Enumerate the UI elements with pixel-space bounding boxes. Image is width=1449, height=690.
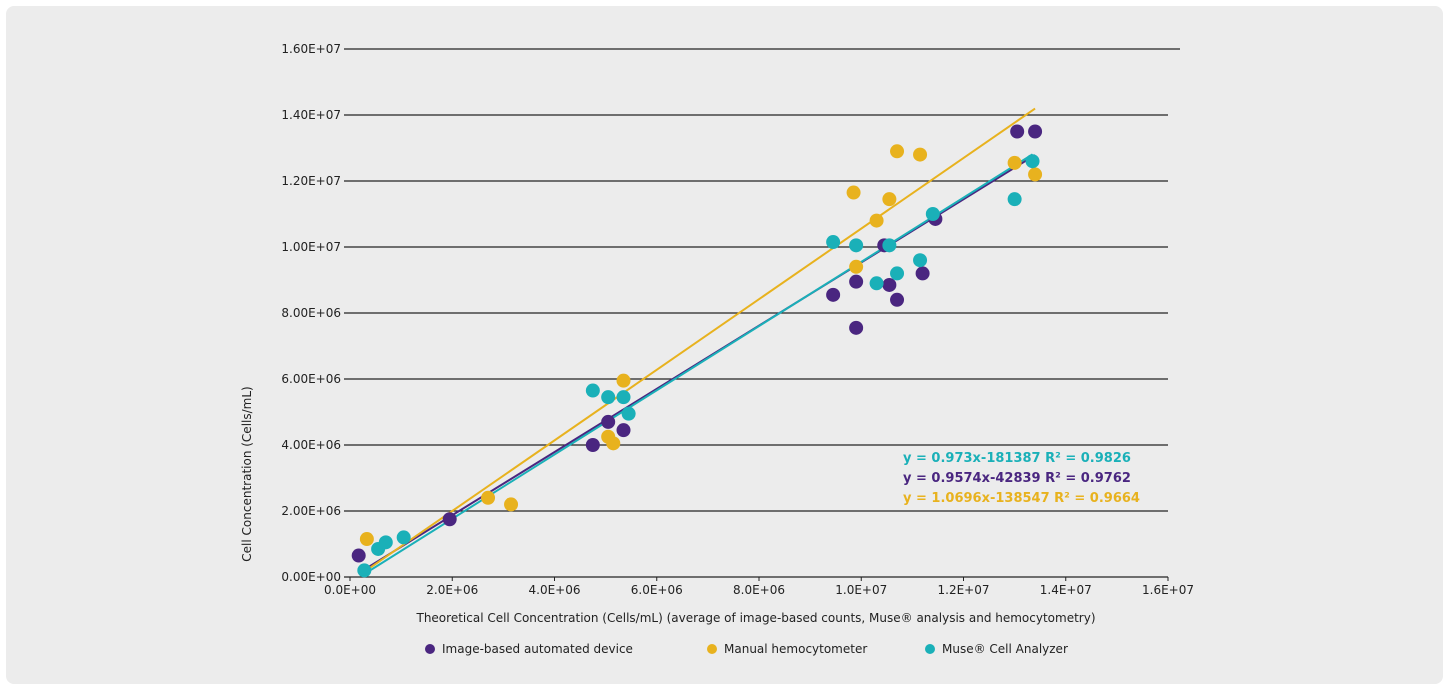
y-tick-label: 1.00E+07: [281, 240, 341, 254]
data-point: [601, 414, 616, 429]
data-point: [849, 274, 864, 289]
data-point: [606, 436, 621, 451]
data-point: [890, 292, 905, 307]
y-tick-label: 6.00E+06: [281, 372, 341, 386]
gridlines: [344, 48, 1180, 578]
data-point: [826, 235, 841, 250]
trend-equation: y = 0.9574x-42839 R² = 0.9762: [903, 471, 1131, 486]
data-point: [826, 287, 841, 302]
y-tick-label: 4.00E+06: [281, 438, 341, 452]
data-point: [616, 373, 631, 388]
data-point: [357, 563, 372, 578]
x-axis-ticks: 0.0E+00 2.0E+06 4.0E+06 6.0E+06 8.0E+06 1.0E+…: [324, 577, 1194, 597]
data-point: [1007, 155, 1022, 170]
data-point: [882, 192, 897, 207]
data-point: [925, 207, 940, 221]
x-tick-label: 2.0E+06: [426, 583, 478, 597]
legend-marker: [925, 644, 935, 654]
trendlines: [358, 107, 1036, 575]
data-point: [396, 530, 411, 545]
y-tick-label: 8.00E+06: [281, 306, 341, 320]
trend-equations: y = 0.973x-181387 R² = 0.9826 y = 0.9574x…: [903, 451, 1140, 506]
legend-marker: [425, 644, 435, 654]
x-tick-label: 8.0E+06: [733, 583, 785, 597]
legend-item: Image-based automated device: [425, 642, 633, 656]
data-point: [585, 383, 600, 398]
x-axis-title: Theoretical Cell Concentration (Cells/mL…: [415, 611, 1095, 625]
chart-card: 0.0E+00 2.0E+06 4.0E+06 6.0E+06 8.0E+06 1.0E+…: [6, 6, 1443, 684]
x-tick-label: 6.0E+06: [631, 583, 683, 597]
x-tick-label: 1.6E+07: [1142, 583, 1194, 597]
x-tick-label: 1.4E+07: [1040, 583, 1092, 597]
data-point: [1025, 154, 1040, 169]
legend: Image-based automated device Manual hemoc…: [425, 642, 1068, 656]
data-point: [882, 277, 897, 292]
x-tick-label: 1.2E+07: [938, 583, 990, 597]
data-point: [481, 490, 496, 505]
y-tick-label: 0.00E+00: [281, 570, 341, 584]
data-point: [913, 253, 928, 268]
data-point: [621, 406, 636, 421]
data-point: [616, 390, 631, 405]
trend-equation: y = 1.0696x-138547 R² = 0.9664: [903, 491, 1140, 506]
data-point: [351, 548, 366, 563]
y-axis-ticks: 0.00E+00 2.00E+06 4.00E+06 6.00E+06 8.00E+06…: [281, 42, 341, 584]
trendline: [366, 107, 1036, 571]
data-point: [913, 147, 928, 162]
data-points: [351, 124, 1043, 578]
data-point: [882, 238, 897, 253]
data-point: [915, 266, 930, 281]
x-tick-label: 1.0E+07: [835, 583, 887, 597]
x-tick-label: 0.0E+00: [324, 583, 376, 597]
legend-label: Image-based automated device: [442, 642, 633, 656]
data-point: [442, 512, 457, 527]
y-tick-label: 1.40E+07: [281, 108, 341, 122]
legend-label: Manual hemocytometer: [724, 642, 867, 656]
data-point: [1028, 124, 1043, 139]
legend-item: Muse® Cell Analyzer: [925, 642, 1068, 656]
data-point: [504, 497, 519, 512]
data-point: [890, 266, 905, 281]
y-axis-title: Cell Concentration (Cells/mL): [240, 386, 254, 561]
legend-item: Manual hemocytometer: [707, 642, 867, 656]
data-point: [1010, 124, 1025, 139]
data-point: [869, 276, 884, 291]
y-tick-label: 1.60E+07: [281, 42, 341, 56]
y-tick-label: 1.20E+07: [281, 174, 341, 188]
legend-label: Muse® Cell Analyzer: [942, 642, 1068, 656]
trendline: [363, 153, 1034, 575]
chart: 0.0E+00 2.0E+06 4.0E+06 6.0E+06 8.0E+06 1.0E+…: [240, 42, 1194, 656]
data-point: [378, 535, 393, 550]
legend-marker: [707, 644, 717, 654]
data-point: [849, 259, 864, 274]
data-point: [616, 423, 631, 438]
data-point: [1028, 167, 1043, 182]
trend-equation: y = 0.973x-181387 R² = 0.9826: [903, 451, 1131, 466]
x-tick-label: 4.0E+06: [529, 583, 581, 597]
y-tick-label: 2.00E+06: [281, 504, 341, 518]
data-point: [585, 438, 600, 452]
data-point: [1007, 192, 1022, 207]
data-point: [849, 320, 864, 335]
data-point: [890, 144, 905, 159]
data-point: [601, 390, 616, 405]
data-point: [359, 532, 374, 547]
data-point: [849, 238, 864, 253]
data-point: [846, 185, 861, 200]
data-point: [869, 213, 884, 228]
